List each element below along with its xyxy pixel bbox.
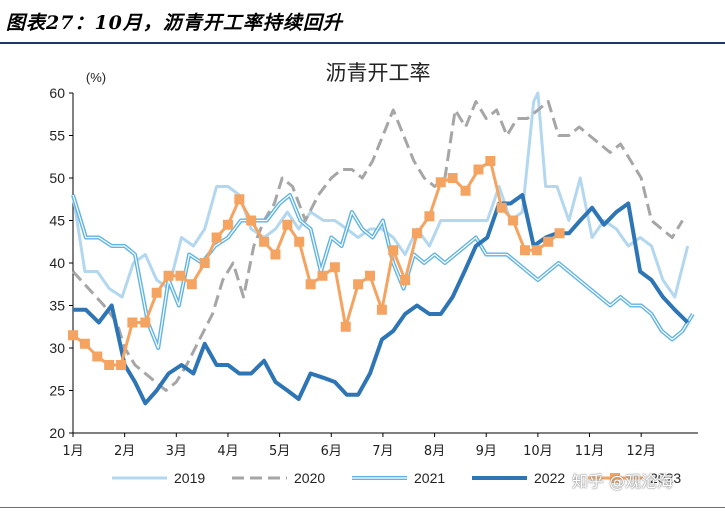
series-line-2023	[72, 159, 561, 367]
data-point	[365, 270, 376, 281]
data-point	[116, 360, 127, 370]
data-point	[376, 304, 387, 315]
series-line-2022	[73, 193, 690, 406]
data-point	[140, 317, 151, 328]
data-point	[211, 232, 222, 243]
data-point	[234, 194, 245, 205]
legend-item-2020: 2020	[232, 470, 325, 486]
axes: 20 25 30 35 40 45 50 55 60 1月 2月 3月 4月 5月 6月 7月 8月 9月 10月 1…	[49, 85, 698, 459]
y-tick-label: 55	[49, 128, 65, 144]
data-point	[104, 360, 115, 370]
series-2020	[71, 100, 684, 392]
x-tick-label: 3月	[166, 444, 187, 459]
legend-label: 2019	[174, 470, 205, 486]
series-2023	[68, 156, 565, 370]
series-line-2020	[71, 100, 684, 392]
data-point	[485, 156, 496, 166]
legend-label: 2020	[294, 470, 325, 486]
legend-label: 2022	[534, 470, 565, 486]
data-point	[222, 219, 233, 230]
data-point	[543, 236, 554, 247]
data-point	[127, 317, 138, 328]
data-point	[447, 173, 458, 183]
data-point	[531, 245, 542, 256]
x-tick-label: 8月	[424, 444, 445, 459]
data-point	[317, 270, 328, 281]
series-line-2019	[71, 91, 690, 299]
series-lines	[68, 91, 695, 406]
data-point	[186, 279, 197, 290]
data-point	[259, 236, 270, 247]
y-tick-label: 50	[49, 170, 65, 186]
data-point	[270, 249, 281, 260]
data-point	[519, 245, 530, 256]
data-point	[424, 211, 435, 222]
x-tick-label: 12月	[626, 444, 656, 459]
data-point	[496, 202, 507, 213]
y-tick-label: 60	[49, 85, 65, 101]
data-point	[353, 279, 364, 290]
data-point	[151, 287, 162, 298]
legend-label: 2023	[650, 470, 681, 486]
x-tick-label: 2月	[114, 444, 135, 459]
data-point	[282, 219, 293, 230]
legend-marker	[610, 473, 620, 483]
y-tick-label: 20	[49, 425, 65, 441]
data-point	[435, 177, 446, 188]
figure-title: 图表27：10月，沥青开工率持续回升	[6, 12, 343, 34]
title-rule	[0, 42, 725, 44]
data-point	[92, 351, 103, 362]
bottom-rule	[0, 507, 725, 508]
y-tick-label: 35	[49, 298, 65, 314]
legend-item-2022: 2022	[472, 470, 565, 486]
legend-item-2023: 2023	[588, 470, 681, 486]
y-tick-label: 30	[49, 340, 65, 356]
data-point	[329, 262, 340, 273]
y-tick-label: 45	[49, 213, 65, 229]
legend-label: 2021	[414, 470, 445, 486]
data-point	[460, 185, 471, 196]
legend: 2019 2020 2021 2022 2023	[112, 470, 681, 486]
watermark: 知乎 @观沧海	[572, 472, 674, 491]
data-point	[68, 330, 78, 341]
x-tick-label: 11月	[575, 444, 605, 459]
data-point	[294, 236, 305, 247]
data-point	[473, 164, 484, 175]
data-point	[508, 215, 519, 226]
y-tick-label: 25	[49, 383, 65, 399]
y-tick-label: 40	[49, 255, 65, 271]
data-point	[554, 228, 565, 239]
x-tick-label: 6月	[321, 444, 342, 459]
series-2019	[71, 91, 690, 299]
data-point	[400, 275, 411, 285]
x-tick-label: 9月	[476, 444, 497, 459]
data-point	[79, 338, 90, 349]
series-2022	[73, 193, 690, 406]
x-tick-label: 5月	[269, 444, 290, 459]
legend-item-2019: 2019	[112, 470, 205, 486]
data-point	[163, 270, 174, 281]
data-point	[305, 279, 316, 290]
x-tick-label: 4月	[217, 444, 238, 459]
data-point	[199, 258, 210, 268]
data-point	[412, 228, 423, 239]
y-axis-unit: (%)	[86, 70, 106, 85]
x-tick-label: 7月	[372, 444, 393, 459]
chart-title: 沥青开工率	[326, 61, 431, 85]
data-point	[246, 215, 257, 226]
legend-item-2021: 2021	[352, 470, 445, 486]
data-point	[388, 245, 399, 256]
x-tick-label: 10月	[523, 444, 553, 459]
x-tick-label: 1月	[62, 444, 83, 459]
data-point	[340, 321, 351, 332]
data-point	[175, 270, 186, 281]
